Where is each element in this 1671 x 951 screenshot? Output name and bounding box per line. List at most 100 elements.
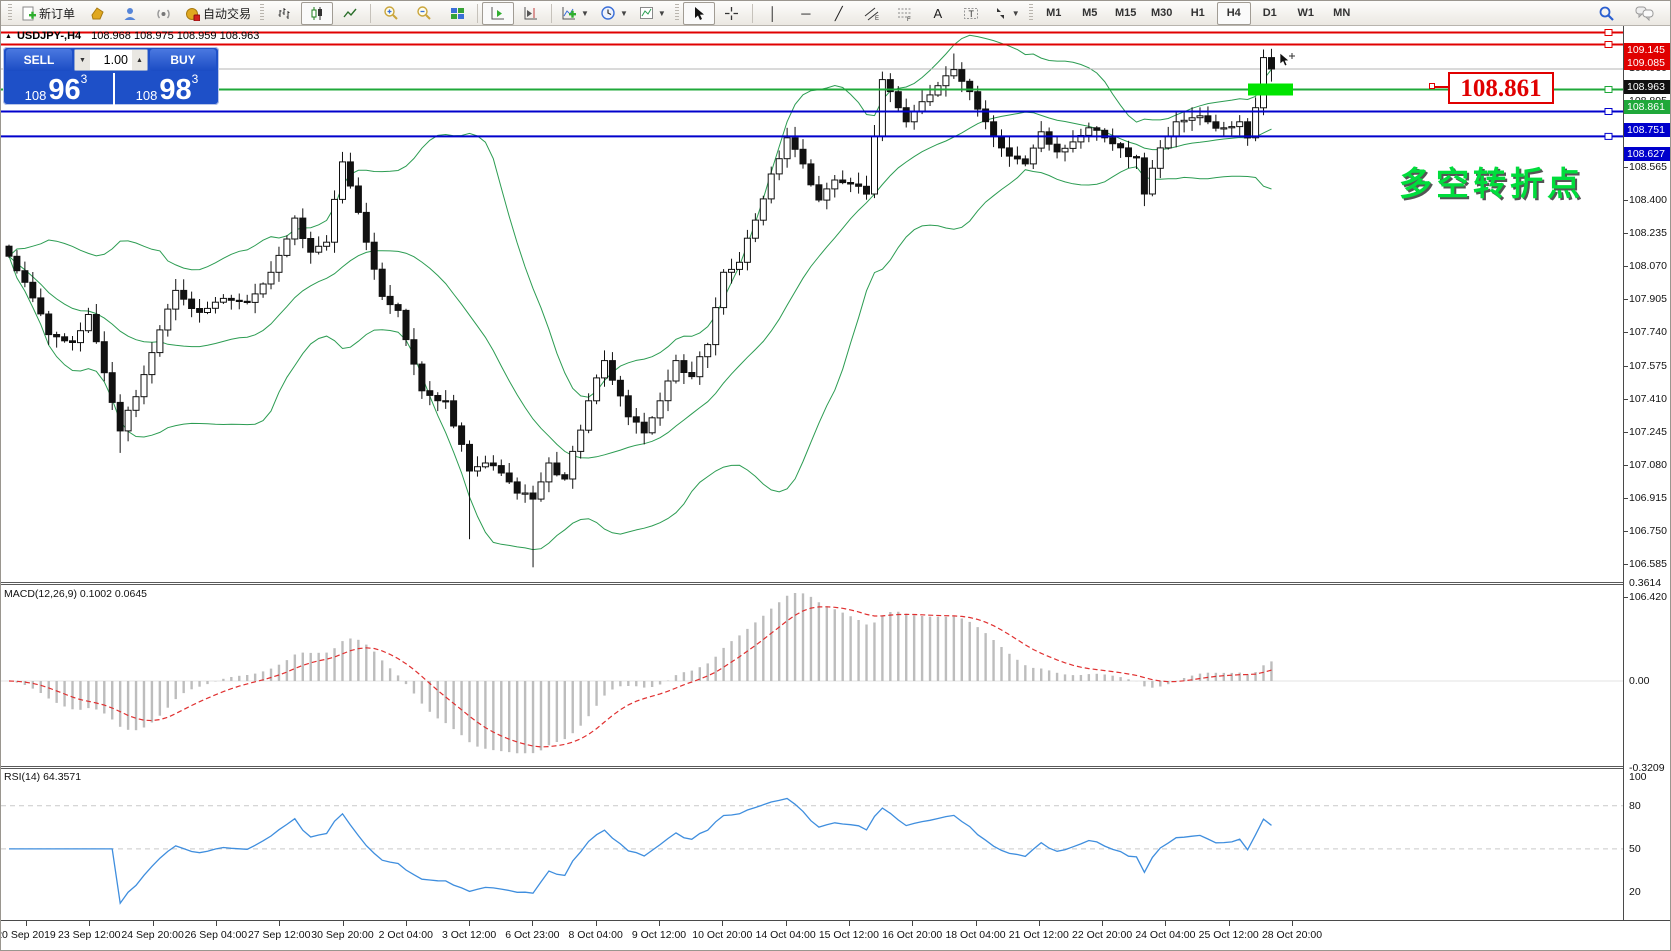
lot-size-control: ▼ 1.00 ▲ xyxy=(74,49,148,71)
chart-shift-icon xyxy=(524,6,538,19)
price-tick-label: 108.235 xyxy=(1624,227,1667,240)
vertical-line-button[interactable]: │ xyxy=(757,2,789,25)
toolbar-drag-handle[interactable] xyxy=(1028,4,1033,22)
zoom-in-button[interactable] xyxy=(375,2,407,25)
chart-shift-button[interactable] xyxy=(515,2,547,25)
panel-separator[interactable] xyxy=(1,582,1623,585)
callout-connector xyxy=(1435,86,1448,88)
price-callout-label[interactable]: 108.861 xyxy=(1448,72,1554,104)
candlesticks-button[interactable] xyxy=(301,1,334,25)
zoom-out-button[interactable] xyxy=(408,2,440,25)
rsi-canvas[interactable] xyxy=(1,769,1623,920)
timeframe-button-m15[interactable]: M15 xyxy=(1115,7,1137,19)
sell-price-display[interactable]: 108 96 3 xyxy=(3,73,109,105)
dropdown-caret-icon: ▼ xyxy=(619,8,628,18)
text-label-button[interactable]: T xyxy=(955,2,987,25)
time-tick-label: 30 Sep 20:00 xyxy=(311,929,374,941)
time-tick-label: 6 Oct 23:00 xyxy=(505,929,560,941)
periods-button[interactable]: ▼ xyxy=(595,2,633,25)
price-chart-canvas[interactable] xyxy=(1,26,1623,582)
buy-price-display[interactable]: 108 98 3 xyxy=(113,73,219,105)
chart-ohlc-values: 108.968 108.975 108.959 108.963 xyxy=(91,30,260,42)
time-tick-label: 24 Oct 04:00 xyxy=(1135,929,1196,941)
macd-axis-label: 0.3614 xyxy=(1629,577,1662,590)
time-axis[interactable]: 20 Sep 2019 23 Sep 12:00 24 Sep 20:00 26 Se… xyxy=(1,920,1670,950)
toolbar-drag-handle[interactable] xyxy=(674,4,679,22)
timeframe-button-m5[interactable]: M5 xyxy=(1082,7,1098,19)
line-chart-icon xyxy=(342,8,357,17)
auto-scroll-button[interactable] xyxy=(482,1,515,25)
equidistant-channel-button[interactable]: E xyxy=(856,2,888,25)
templates-button[interactable]: ▼ xyxy=(634,2,671,25)
timeframe-button-h1[interactable]: H1 xyxy=(1190,7,1205,19)
autotrading-button[interactable]: 自动交易 xyxy=(180,2,256,25)
buy-button[interactable]: BUY xyxy=(150,49,216,71)
search-button[interactable] xyxy=(1590,2,1622,25)
price-tick-label: 108.070 xyxy=(1624,260,1667,273)
time-tick-label: 9 Oct 12:00 xyxy=(631,929,687,941)
macd-axis-label: -0.3209 xyxy=(1629,761,1665,774)
timeframe-button-m30[interactable]: M30 xyxy=(1151,7,1173,19)
toolbar-separator xyxy=(551,3,553,23)
bar-chart-button[interactable] xyxy=(268,2,300,25)
price-tick-label: 106.915 xyxy=(1624,492,1667,505)
crosshair-button[interactable] xyxy=(716,2,748,25)
dropdown-caret-icon: ▼ xyxy=(581,8,589,18)
cursor-button[interactable] xyxy=(682,1,715,25)
current-price-label: 108.963 xyxy=(1624,80,1670,94)
text-button[interactable]: A xyxy=(922,2,954,25)
indicators-button[interactable]: ▼ xyxy=(556,2,594,25)
signals-button[interactable] xyxy=(147,2,179,25)
time-tick xyxy=(532,921,534,926)
timeframe-button-mn[interactable]: MN xyxy=(1333,7,1351,19)
horizontal-line-button[interactable]: ─ xyxy=(790,2,822,25)
time-tick-label: 22 Oct 20:00 xyxy=(1072,929,1133,941)
tile-windows-button[interactable] xyxy=(441,2,473,25)
time-tick-label: 24 Sep 20:00 xyxy=(121,929,184,941)
time-tick-label: 23 Sep 12:00 xyxy=(58,929,121,941)
price-tick-label: 106.750 xyxy=(1624,525,1667,538)
timeframe-button-d1[interactable]: D1 xyxy=(1262,7,1277,19)
price-tick-label: 107.905 xyxy=(1624,293,1667,306)
fibonacci-button[interactable]: F xyxy=(889,2,921,25)
trendline-button[interactable]: ╱ xyxy=(823,2,855,25)
rsi-panel xyxy=(1,769,1623,920)
lot-increase-button[interactable]: ▲ xyxy=(132,50,147,70)
macd-canvas[interactable] xyxy=(1,585,1623,765)
timeframe-button-w1[interactable]: W1 xyxy=(1297,7,1314,19)
buy-price-big: 98 xyxy=(159,73,192,105)
time-tick xyxy=(1292,921,1293,926)
time-tick-label: 27 Sep 12:00 xyxy=(247,929,311,941)
sell-button[interactable]: SELL xyxy=(6,49,72,71)
crosshair-icon xyxy=(725,6,739,20)
panel-separator[interactable] xyxy=(1,766,1623,769)
toolbar-drag-handle[interactable] xyxy=(260,4,265,22)
timeframe-button-h4[interactable]: H4 xyxy=(1216,1,1251,25)
arrows-button[interactable]: ▼ xyxy=(988,2,1025,25)
time-tick xyxy=(342,921,344,926)
lot-decrease-button[interactable]: ▼ xyxy=(75,50,90,70)
lot-size-value[interactable]: 1.00 xyxy=(103,53,128,67)
turning-point-note[interactable]: 多空转折点 xyxy=(1399,165,1584,202)
chat-button[interactable] xyxy=(1628,2,1660,25)
cursor-icon xyxy=(694,6,704,20)
timeframe-button-m1[interactable]: M1 xyxy=(1046,7,1062,19)
one-click-trading-panel: SELL ▼ 1.00 ▲ BUY 108 96 3 108 98 3 xyxy=(3,47,219,105)
time-tick xyxy=(89,921,91,926)
collapse-icon[interactable]: ▲ xyxy=(5,32,12,40)
mql5-button[interactable] xyxy=(81,2,113,25)
autotrading-icon xyxy=(185,6,201,21)
timeframe-group: M1 M5 M15 M30 H1 H4 D1 W1 MN xyxy=(1037,1,1359,25)
profile-button[interactable] xyxy=(114,2,146,25)
price-axis[interactable]: 109.060108.895108.730108.565108.400108.2… xyxy=(1623,26,1670,920)
toolbar-drag-handle[interactable] xyxy=(8,4,12,22)
time-tick-label: 8 Oct 04:00 xyxy=(568,929,623,941)
rsi-axis-label: 100 xyxy=(1629,771,1647,783)
sell-price-sup: 3 xyxy=(80,72,88,86)
rsi-axis-label: 80 xyxy=(1629,799,1641,812)
time-tick-label: 16 Oct 20:00 xyxy=(882,929,943,941)
new-order-button[interactable]: 新订单 xyxy=(16,2,80,25)
line-chart-button[interactable] xyxy=(334,2,366,25)
toolbar: 新订单 自动交易 xyxy=(1,1,1670,26)
callout-anchor-handle[interactable] xyxy=(1429,83,1435,89)
